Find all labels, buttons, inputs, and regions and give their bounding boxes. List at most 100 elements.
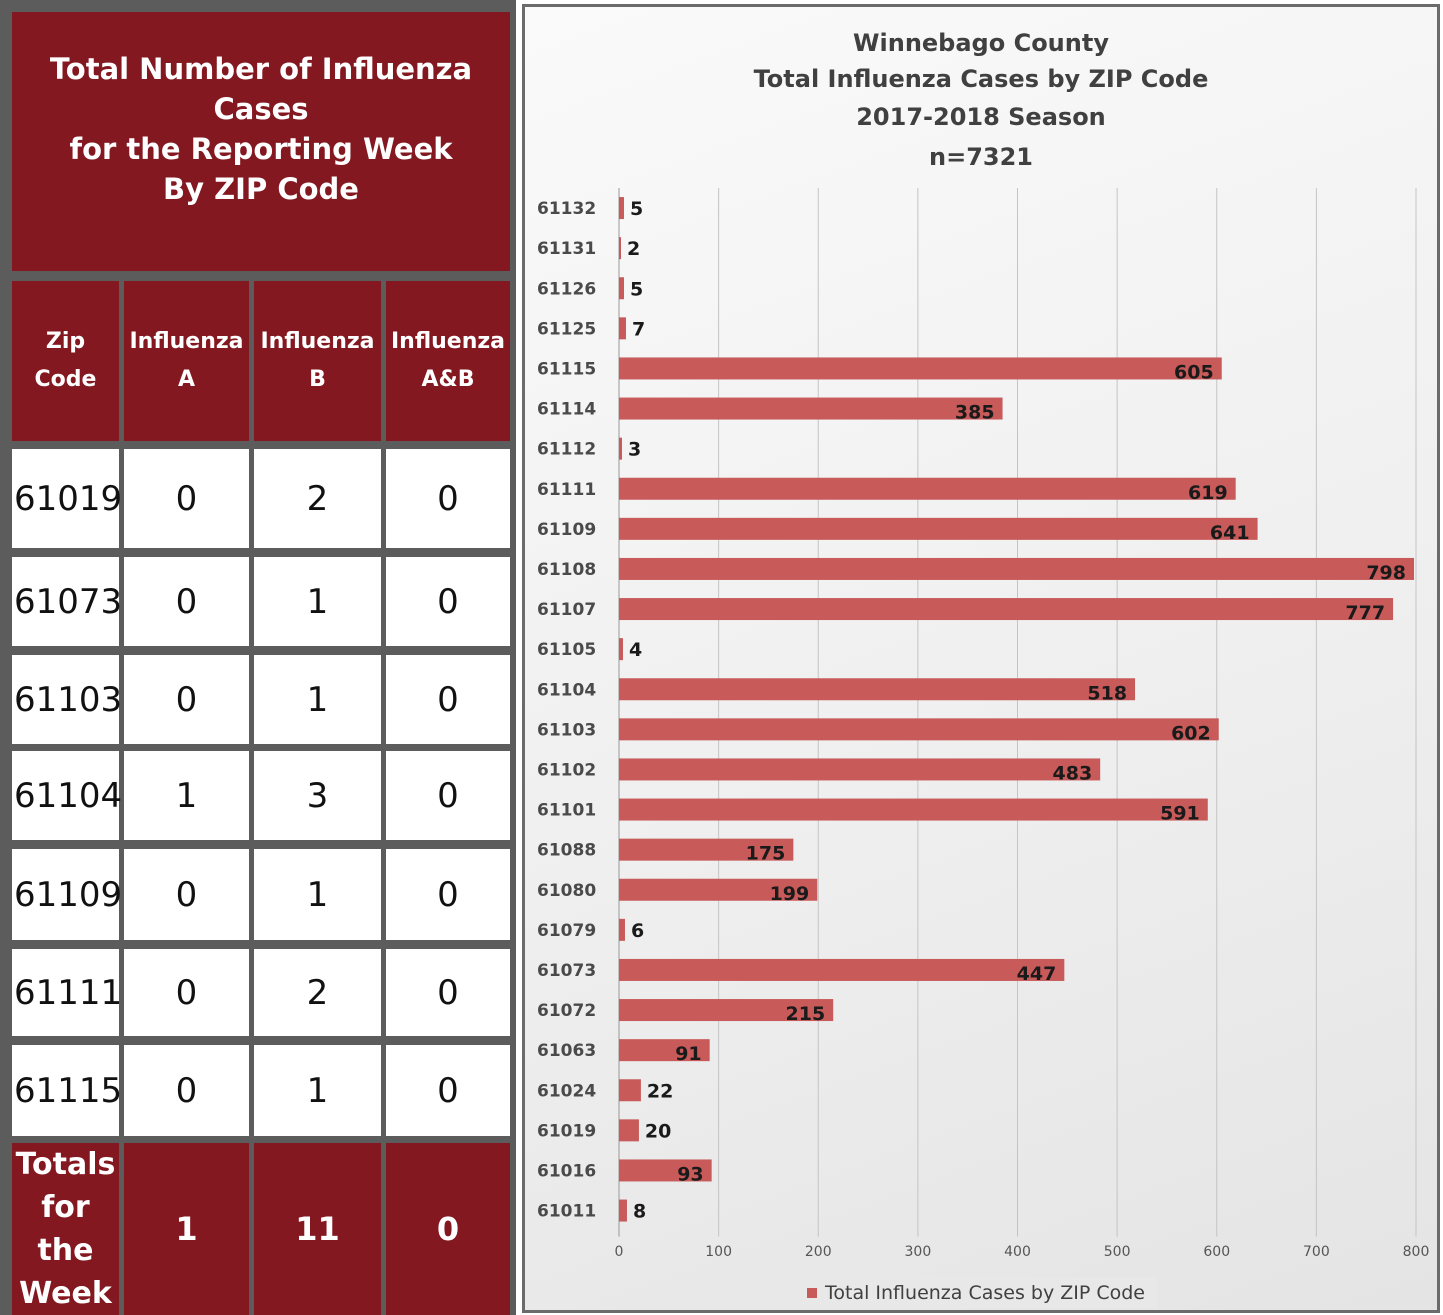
category-label: 61080 xyxy=(537,881,596,901)
zip-cell: 61111 xyxy=(12,949,122,1036)
influenza-ab-cell: 0 xyxy=(386,751,510,840)
value-label: 199 xyxy=(770,883,810,905)
category-label: 61126 xyxy=(537,279,596,299)
header-influenza-b: Influenza B xyxy=(254,281,381,441)
value-label: 215 xyxy=(786,1003,826,1025)
bar xyxy=(619,477,1236,500)
bar xyxy=(619,999,834,1022)
header-influenza-a: Influenza A xyxy=(124,281,249,441)
zip-cell: 61103 xyxy=(12,655,122,744)
category-label: 61072 xyxy=(537,1001,596,1021)
bar xyxy=(619,838,794,861)
influenza-ab-cell: 0 xyxy=(386,557,510,646)
header-influenza-ab: Influenza A&B xyxy=(386,281,510,441)
bar xyxy=(619,237,621,260)
value-label: 8 xyxy=(633,1201,646,1223)
chart-title-line-3: 2017-2018 Season xyxy=(856,103,1106,131)
category-label: 61132 xyxy=(537,199,596,219)
category-label: 61125 xyxy=(537,319,596,339)
category-label: 61105 xyxy=(537,640,596,660)
influenza-b-cell: 1 xyxy=(254,557,381,646)
chart-title-line-2: Total Influenza Cases by ZIP Code xyxy=(753,65,1209,93)
bar xyxy=(619,1199,627,1222)
bar xyxy=(619,277,624,300)
category-label: 61011 xyxy=(537,1202,596,1222)
x-tick-label: 600 xyxy=(1203,1244,1230,1260)
influenza-b-cell: 1 xyxy=(254,849,381,940)
bar xyxy=(619,798,1208,821)
value-label: 483 xyxy=(1053,762,1093,784)
value-label: 91 xyxy=(675,1043,701,1065)
influenza-ab-cell: 0 xyxy=(386,655,510,744)
value-label: 22 xyxy=(647,1080,673,1102)
category-label: 61115 xyxy=(537,359,596,379)
bar xyxy=(619,197,624,220)
value-label: 5 xyxy=(630,278,643,300)
zip-cell: 61073 xyxy=(12,557,122,646)
value-label: 7 xyxy=(632,318,645,340)
chart-title-line-4: n=7321 xyxy=(929,143,1033,171)
influenza-a-cell: 0 xyxy=(124,449,249,548)
bar xyxy=(619,517,1258,540)
influenza-a-cell: 0 xyxy=(124,557,249,646)
category-label: 61107 xyxy=(537,600,596,620)
bar xyxy=(619,918,625,941)
category-label: 61111 xyxy=(537,480,596,500)
x-tick-label: 800 xyxy=(1403,1244,1430,1260)
influenza-b-cell: 1 xyxy=(254,1045,381,1136)
value-label: 605 xyxy=(1174,361,1214,383)
category-label: 61103 xyxy=(537,720,596,740)
bar xyxy=(619,1119,639,1142)
category-label: 61016 xyxy=(537,1161,596,1181)
influenza-a-cell: 0 xyxy=(124,1045,249,1136)
bar xyxy=(619,718,1219,741)
category-label: 61112 xyxy=(537,440,596,460)
total-influenza-b: 11 xyxy=(254,1143,381,1315)
value-label: 6 xyxy=(631,920,644,942)
bar xyxy=(619,557,1415,580)
legend-swatch xyxy=(807,1288,817,1298)
zip-cell: 61104 xyxy=(12,751,122,840)
chart-title-line-1: Winnebago County xyxy=(853,29,1109,57)
category-label: 61079 xyxy=(537,921,596,941)
chart-panel: Winnebago County Total Influenza Cases b… xyxy=(522,4,1440,1313)
value-label: 93 xyxy=(677,1163,703,1185)
bar xyxy=(619,1159,712,1182)
bar xyxy=(619,958,1065,981)
x-tick-label: 200 xyxy=(805,1244,832,1260)
category-label: 61101 xyxy=(537,801,596,821)
x-tick-label: 300 xyxy=(905,1244,932,1260)
zip-cell: 61109 xyxy=(12,849,122,940)
bar xyxy=(619,1039,710,1062)
value-label: 591 xyxy=(1160,803,1200,825)
bar xyxy=(619,1079,641,1102)
total-influenza-a: 1 xyxy=(124,1143,249,1315)
x-tick-label: 400 xyxy=(1004,1244,1031,1260)
value-label: 175 xyxy=(746,843,786,865)
value-label: 602 xyxy=(1171,722,1211,744)
bar xyxy=(619,638,623,661)
influenza-a-cell: 1 xyxy=(124,751,249,840)
bar xyxy=(619,678,1136,701)
header-zip-code: Zip Code xyxy=(12,281,119,441)
value-label: 777 xyxy=(1345,602,1385,624)
influenza-a-cell: 0 xyxy=(124,849,249,940)
category-label: 61102 xyxy=(537,760,596,780)
influenza-ab-cell: 0 xyxy=(386,949,510,1036)
value-label: 385 xyxy=(955,402,995,424)
x-tick-label: 0 xyxy=(615,1244,624,1260)
bar xyxy=(619,397,1003,420)
value-label: 798 xyxy=(1366,562,1406,584)
category-label: 61104 xyxy=(537,680,596,700)
influenza-b-cell: 3 xyxy=(254,751,381,840)
x-tick-label: 100 xyxy=(705,1244,732,1260)
category-label: 61019 xyxy=(537,1121,596,1141)
value-label: 20 xyxy=(645,1120,671,1142)
zip-cell: 61019 xyxy=(12,449,122,548)
influenza-b-cell: 2 xyxy=(254,449,381,548)
zip-table: Total Number of Influenza Cases for the … xyxy=(0,0,516,1315)
influenza-ab-cell: 0 xyxy=(386,1045,510,1136)
zip-cell: 61115 xyxy=(12,1045,122,1136)
value-label: 5 xyxy=(630,198,643,220)
category-label: 61063 xyxy=(537,1041,596,1061)
